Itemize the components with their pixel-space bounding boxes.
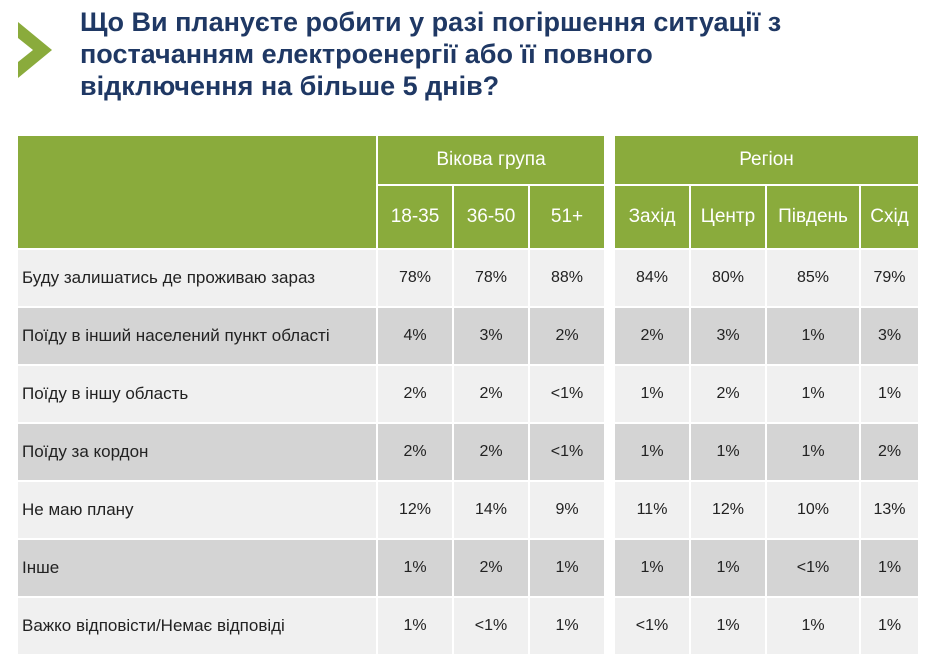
table-cell: 1% <box>861 598 918 654</box>
table-cell: 2% <box>378 366 452 422</box>
table-cell: 3% <box>861 308 918 364</box>
table-cell: 13% <box>861 482 918 538</box>
row-label: Поїду в інший населений пункт області <box>18 308 376 364</box>
column-header: Центр <box>691 186 765 248</box>
table-cell: 1% <box>861 540 918 596</box>
row-label: Буду залишатись де проживаю зараз <box>18 250 376 306</box>
table-cell: 2% <box>454 540 528 596</box>
table-cell: 79% <box>861 250 918 306</box>
table-cell: 1% <box>861 366 918 422</box>
table-cell: 2% <box>454 366 528 422</box>
row-label: Інше <box>18 540 376 596</box>
table-cell: 1% <box>378 540 452 596</box>
table-cell: 12% <box>378 482 452 538</box>
row-label: Не маю плану <box>18 482 376 538</box>
table-cell: 1% <box>691 540 765 596</box>
page-title: Що Ви плануєте робити у разі погіршення … <box>80 6 920 102</box>
table-cell: 2% <box>378 424 452 480</box>
table-cell: <1% <box>767 540 859 596</box>
table-cell: 1% <box>767 424 859 480</box>
table-cell: 9% <box>530 482 604 538</box>
row-label: Поїду в іншу область <box>18 366 376 422</box>
table-cell: 2% <box>530 308 604 364</box>
table-cell: 80% <box>691 250 765 306</box>
title-line: відключення на більше 5 днів? <box>80 71 500 101</box>
table-cell: 1% <box>615 424 689 480</box>
table-cell: 12% <box>691 482 765 538</box>
table-cell: 85% <box>767 250 859 306</box>
table-cell: 1% <box>767 366 859 422</box>
column-header: 51+ <box>530 186 604 248</box>
table-cell: 1% <box>530 540 604 596</box>
title-arrow-cutout <box>18 38 33 62</box>
table-cell: 1% <box>767 308 859 364</box>
table-cell: 1% <box>691 598 765 654</box>
header-corner <box>18 136 376 248</box>
table-cell: 84% <box>615 250 689 306</box>
table-cell: 1% <box>615 366 689 422</box>
table-cell: 2% <box>454 424 528 480</box>
table-cell: 14% <box>454 482 528 538</box>
table-cell: 3% <box>691 308 765 364</box>
table-cell: 1% <box>378 598 452 654</box>
table-cell: 88% <box>530 250 604 306</box>
table-cell: 2% <box>691 366 765 422</box>
table-cell: <1% <box>530 366 604 422</box>
row-label: Важко відповісти/Немає відповіді <box>18 598 376 654</box>
column-header: 18-35 <box>378 186 452 248</box>
column-header: Схід <box>861 186 918 248</box>
table-cell: 78% <box>454 250 528 306</box>
table-cell: <1% <box>615 598 689 654</box>
table-cell: 10% <box>767 482 859 538</box>
table-cell: 4% <box>378 308 452 364</box>
table-cell: 11% <box>615 482 689 538</box>
column-header: Південь <box>767 186 859 248</box>
table-cell: 2% <box>861 424 918 480</box>
table-cell: <1% <box>530 424 604 480</box>
table-cell: 3% <box>454 308 528 364</box>
row-label: Поїду за кордон <box>18 424 376 480</box>
title-line: Що Ви плануєте робити у разі погіршення … <box>80 7 782 37</box>
group-header-region: Регіон <box>615 136 918 184</box>
table-cell: <1% <box>454 598 528 654</box>
table-cell: 1% <box>615 540 689 596</box>
title-line: постачанням електроенергії або її повног… <box>80 39 653 69</box>
table-cell: 1% <box>691 424 765 480</box>
table-cell: 78% <box>378 250 452 306</box>
table-cell: 1% <box>530 598 604 654</box>
column-header: Захід <box>615 186 689 248</box>
column-header: 36-50 <box>454 186 528 248</box>
group-header-age: Вікова група <box>378 136 604 184</box>
table-cell: 2% <box>615 308 689 364</box>
table-cell: 1% <box>767 598 859 654</box>
